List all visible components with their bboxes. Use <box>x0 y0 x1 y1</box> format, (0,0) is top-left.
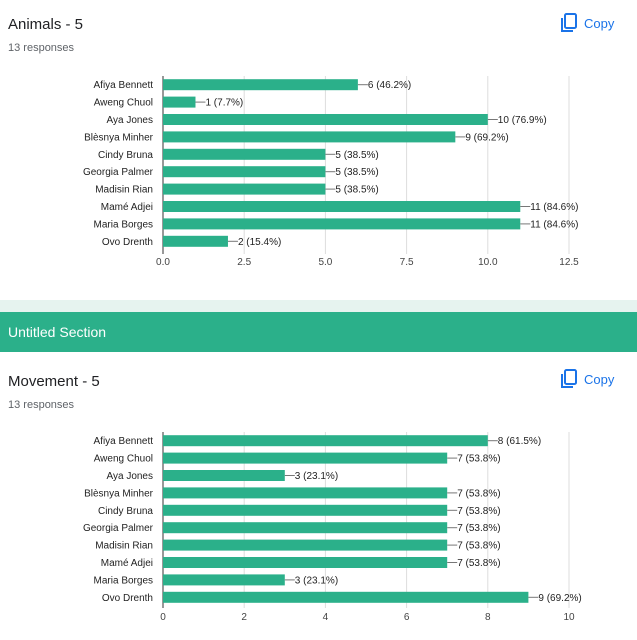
copy-icon <box>561 369 577 388</box>
data-label: 7 (53.8%) <box>457 541 500 552</box>
bar[interactable] <box>163 79 358 91</box>
bar[interactable] <box>163 435 488 447</box>
bar[interactable] <box>163 539 448 551</box>
x-tick-label: 2 <box>241 612 247 623</box>
x-tick-label: 4 <box>323 612 329 623</box>
data-label: 5 (38.5%) <box>335 185 378 196</box>
x-tick-label: 10.0 <box>478 257 498 268</box>
bar[interactable] <box>163 452 448 464</box>
bar-chart-animals: 0.0 2.5 5.0 7.5 10.0 12.5 Afiya Bennett 6 (46.2… <box>83 76 579 268</box>
data-label: 7 (53.8%) <box>457 506 500 517</box>
category-label: Maria Borges <box>94 575 153 586</box>
category-label: Mamé Adjei <box>101 558 153 569</box>
copy-button[interactable]: Copy <box>560 13 614 33</box>
bar[interactable] <box>163 148 326 160</box>
bar[interactable] <box>163 218 521 230</box>
category-label: Cindy Bruna <box>98 506 153 517</box>
x-tick-label: 10 <box>563 612 575 623</box>
category-label: Madisin Rian <box>95 541 153 552</box>
category-label: Madisin Rian <box>95 185 153 196</box>
category-label: Aya Jones <box>106 471 153 482</box>
response-count: 13 responses <box>8 399 75 411</box>
bar-chart-movement: 0 2 4 6 8 10 Afiya Bennett 8 (61.5%) Aweng Chuol… <box>83 432 582 623</box>
x-tick-label: 8 <box>485 612 491 623</box>
section-header: Untitled Section <box>0 312 637 352</box>
bar[interactable] <box>163 487 448 499</box>
bar[interactable] <box>163 591 529 603</box>
category-label: Georgia Palmer <box>83 523 154 534</box>
data-label: 10 (76.9%) <box>498 115 547 126</box>
data-label: 9 (69.2%) <box>538 593 581 604</box>
bar[interactable] <box>163 183 326 195</box>
question-title: Movement - 5 <box>8 373 100 390</box>
category-label: Ovo Drenth <box>102 237 153 248</box>
bar[interactable] <box>163 114 488 125</box>
data-label: 3 (23.1%) <box>295 575 338 586</box>
section-title: Untitled Section <box>8 324 107 340</box>
x-tick-label: 7.5 <box>400 257 414 268</box>
bar[interactable] <box>163 522 448 534</box>
category-label: Aya Jones <box>106 115 153 126</box>
bar[interactable] <box>163 235 228 247</box>
question-card-movement: Movement - 5 13 responses Copy 0 2 4 6 8 10 Af… <box>0 352 637 640</box>
data-label: 5 (38.5%) <box>335 167 378 178</box>
category-label: Aweng Chuol <box>94 454 153 465</box>
data-label: 6 (46.2%) <box>368 80 411 91</box>
data-label: 7 (53.8%) <box>457 523 500 534</box>
category-label: Blèsnya Minher <box>84 488 154 499</box>
bar[interactable] <box>163 504 448 516</box>
category-label: Afiya Bennett <box>94 80 154 91</box>
bar[interactable] <box>163 131 456 143</box>
x-tick-label: 0 <box>160 612 166 623</box>
copy-label: Copy <box>584 371 615 387</box>
data-label: 1 (7.7%) <box>205 98 243 109</box>
copy-label: Copy <box>584 15 615 31</box>
category-label: Blèsnya Minher <box>84 132 154 143</box>
data-label: 7 (53.8%) <box>457 488 500 499</box>
data-label: 3 (23.1%) <box>295 471 338 482</box>
bar[interactable] <box>163 166 326 178</box>
section-divider <box>0 300 637 312</box>
category-label: Afiya Bennett <box>94 436 154 447</box>
data-label: 5 (38.5%) <box>335 150 378 161</box>
category-label: Cindy Bruna <box>98 150 153 161</box>
x-tick-label: 5.0 <box>318 257 332 268</box>
data-label: 8 (61.5%) <box>498 436 541 447</box>
copy-icon <box>561 13 577 32</box>
bar[interactable] <box>163 470 285 481</box>
category-label: Ovo Drenth <box>102 593 153 604</box>
bar[interactable] <box>163 96 196 108</box>
data-label: 11 (84.6%) <box>530 202 578 213</box>
bar[interactable] <box>163 574 285 586</box>
data-label: 9 (69.2%) <box>465 132 508 143</box>
bar[interactable] <box>163 557 448 568</box>
x-tick-label: 12.5 <box>559 257 579 268</box>
question-card-animals: Animals - 5 13 responses Copy 0.0 2.5 5.0 7… <box>0 0 637 300</box>
copy-button[interactable]: Copy <box>560 369 614 389</box>
x-tick-label: 6 <box>404 612 410 623</box>
category-label: Georgia Palmer <box>83 167 154 178</box>
data-label: 7 (53.8%) <box>457 454 500 465</box>
x-tick-label: 0.0 <box>156 257 170 268</box>
category-label: Aweng Chuol <box>94 98 153 109</box>
question-title: Animals - 5 <box>8 16 84 33</box>
category-label: Mamé Adjei <box>101 202 153 213</box>
category-label: Maria Borges <box>94 219 153 230</box>
data-label: 2 (15.4%) <box>238 237 281 248</box>
data-label: 11 (84.6%) <box>530 219 578 230</box>
bar[interactable] <box>163 201 521 212</box>
response-count: 13 responses <box>8 42 75 54</box>
x-tick-label: 2.5 <box>237 257 251 268</box>
data-label: 7 (53.8%) <box>457 558 500 569</box>
